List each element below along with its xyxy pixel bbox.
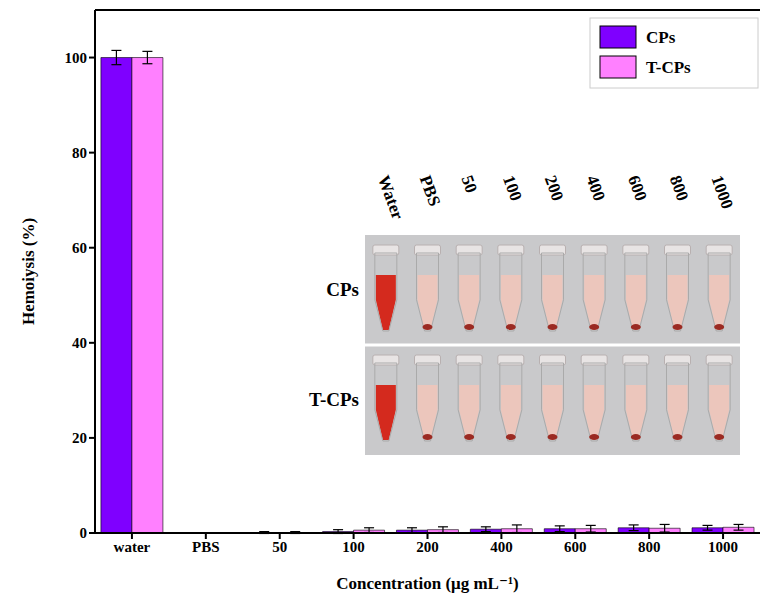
svg-text:CPs: CPs — [646, 28, 676, 47]
svg-text:800: 800 — [666, 173, 693, 203]
svg-text:600: 600 — [564, 539, 587, 555]
svg-text:100: 100 — [342, 539, 365, 555]
svg-text:40: 40 — [72, 335, 87, 351]
svg-text:T-CPs: T-CPs — [646, 58, 691, 77]
svg-text:1000: 1000 — [707, 173, 736, 211]
svg-text:400: 400 — [582, 173, 609, 203]
svg-text:1000: 1000 — [708, 539, 738, 555]
svg-text:100: 100 — [65, 50, 88, 66]
svg-text:400: 400 — [490, 539, 513, 555]
svg-text:20: 20 — [72, 430, 87, 446]
svg-text:100: 100 — [499, 173, 526, 203]
svg-text:PBS: PBS — [192, 539, 220, 555]
svg-text:T-CPs: T-CPs — [309, 389, 359, 410]
svg-text:50: 50 — [457, 173, 481, 195]
svg-text:water: water — [114, 539, 151, 555]
svg-text:Water: Water — [374, 173, 408, 223]
svg-text:200: 200 — [541, 173, 568, 203]
svg-text:60: 60 — [72, 240, 87, 256]
svg-text:800: 800 — [638, 539, 661, 555]
svg-text:CPs: CPs — [326, 279, 359, 300]
svg-text:PBS: PBS — [416, 173, 445, 209]
svg-text:600: 600 — [624, 173, 651, 203]
svg-text:Concentration (μg mL⁻¹): Concentration (μg mL⁻¹) — [336, 574, 518, 593]
svg-text:50: 50 — [272, 539, 287, 555]
svg-text:80: 80 — [72, 145, 87, 161]
svg-text:Hemoiysis (%): Hemoiysis (%) — [19, 218, 38, 325]
svg-text:200: 200 — [416, 539, 439, 555]
svg-text:0: 0 — [80, 525, 88, 541]
